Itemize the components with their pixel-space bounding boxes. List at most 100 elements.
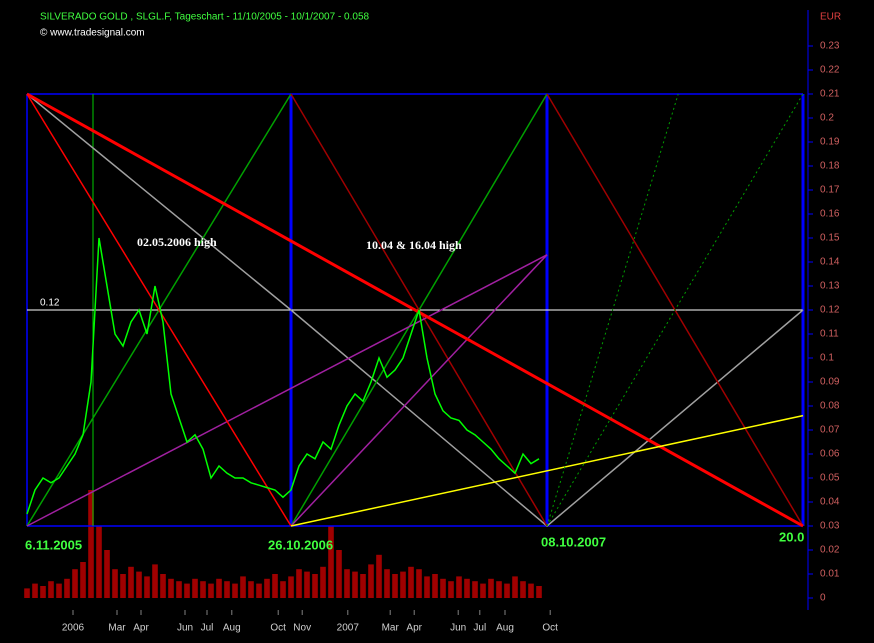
y-tick-label: 0.06	[820, 449, 840, 460]
x-tick-label: Jun	[177, 623, 193, 634]
volume-bar	[488, 578, 494, 598]
x-tick-label: Apr	[133, 623, 149, 634]
x-tick-label: Oct	[542, 623, 558, 634]
date-label: 6.11.2005	[25, 537, 82, 552]
y-tick-label: 0.02	[820, 545, 840, 556]
volume-bar	[328, 526, 334, 598]
volume-bar	[88, 490, 94, 598]
volume-bar	[40, 586, 46, 598]
y-axis-label: EUR	[820, 12, 841, 23]
volume-bar	[512, 576, 518, 598]
volume-bar	[528, 583, 534, 598]
volume-bar	[32, 583, 38, 598]
drawing-line	[26, 93, 292, 527]
x-tick-label: Mar	[382, 623, 400, 634]
annotation: 10.04 & 16.04 high	[366, 238, 462, 252]
y-tick-label: 0.04	[820, 497, 840, 508]
volume-bar	[424, 576, 430, 598]
volume-bar	[312, 574, 318, 598]
y-tick-label: 0.12	[820, 305, 840, 316]
volume-bar	[344, 569, 350, 598]
volume-bar	[536, 586, 542, 598]
y-tick-label: 0.14	[820, 257, 840, 268]
drawing-line	[546, 93, 804, 527]
y-tick-label: 0.05	[820, 473, 840, 484]
y-tick-label: 0	[820, 593, 826, 604]
y-tick-label: 0.07	[820, 425, 840, 436]
y-tick-label: 0.1	[820, 353, 834, 364]
volume-bar	[504, 583, 510, 598]
volume-bar	[112, 569, 118, 598]
drawing-line	[26, 93, 804, 527]
volume-bar	[432, 574, 438, 598]
volume-bar	[96, 526, 102, 598]
volume-bar	[192, 578, 198, 598]
y-tick-label: 0.22	[820, 65, 840, 76]
level-label: 0.12	[40, 298, 60, 309]
volume-bar	[216, 578, 222, 598]
annotation: 02.05.2006 high	[137, 235, 217, 249]
y-tick-label: 0.21	[820, 89, 840, 100]
volume-bar	[232, 583, 238, 598]
volume-bar	[296, 569, 302, 598]
volume-bar	[168, 578, 174, 598]
volume-bar	[520, 581, 526, 598]
volume-bar	[280, 581, 286, 598]
date-label: 26.10.2006	[268, 537, 333, 552]
volume-bar	[496, 581, 502, 598]
y-tick-label: 0.19	[820, 137, 840, 148]
volume-bar	[56, 583, 62, 598]
y-tick-label: 0.03	[820, 521, 840, 532]
date-label: 20.0	[779, 529, 804, 544]
drawing-line	[290, 254, 548, 527]
volume-bar	[72, 569, 78, 598]
volume-bar	[304, 571, 310, 598]
volume-bar	[224, 581, 230, 598]
x-tick-label: Aug	[223, 623, 241, 634]
y-tick-label: 0.23	[820, 41, 840, 52]
volume-bar	[416, 569, 422, 598]
x-tick-label: Jul	[473, 623, 486, 634]
volume-bar	[120, 574, 126, 598]
volume-bar	[456, 576, 462, 598]
volume-bar	[384, 569, 390, 598]
volume-bar	[472, 581, 478, 598]
volume-bar	[64, 578, 70, 598]
x-tick-label: Nov	[293, 623, 311, 634]
y-tick-label: 0.15	[820, 233, 840, 244]
y-tick-label: 0.16	[820, 209, 840, 220]
volume-bar	[24, 588, 30, 598]
y-tick-label: 0.18	[820, 161, 840, 172]
volume-bar	[176, 581, 182, 598]
volume-bar	[288, 576, 294, 598]
volume-bar	[272, 574, 278, 598]
x-tick-label: Jun	[450, 623, 466, 634]
drawing-line	[546, 93, 679, 527]
volume-bar	[368, 564, 374, 598]
y-tick-label: 0.11	[820, 329, 839, 340]
volume-bar	[320, 566, 326, 598]
y-tick-label: 0.17	[820, 185, 840, 196]
volume-bar	[144, 576, 150, 598]
x-tick-label: 2007	[337, 623, 360, 634]
y-tick-label: 0.13	[820, 281, 840, 292]
volume-bar	[248, 581, 254, 598]
y-tick-label: 0.2	[820, 113, 834, 124]
drawing-line	[26, 92, 804, 528]
volume-bar	[256, 583, 262, 598]
volume-bar	[200, 581, 206, 598]
volume-bar	[184, 583, 190, 598]
volume-bar	[208, 583, 214, 598]
volume-bar	[264, 578, 270, 598]
y-tick-label: 0.09	[820, 377, 840, 388]
volume-bar	[480, 583, 486, 598]
x-tick-label: Mar	[108, 623, 126, 634]
volume-bar	[376, 554, 382, 598]
volume-bar	[464, 578, 470, 598]
volume-bar	[352, 571, 358, 598]
y-tick-label: 0.01	[820, 569, 840, 580]
drawing-line	[26, 254, 548, 527]
drawing-line	[290, 414, 804, 527]
price-line	[26, 237, 540, 515]
